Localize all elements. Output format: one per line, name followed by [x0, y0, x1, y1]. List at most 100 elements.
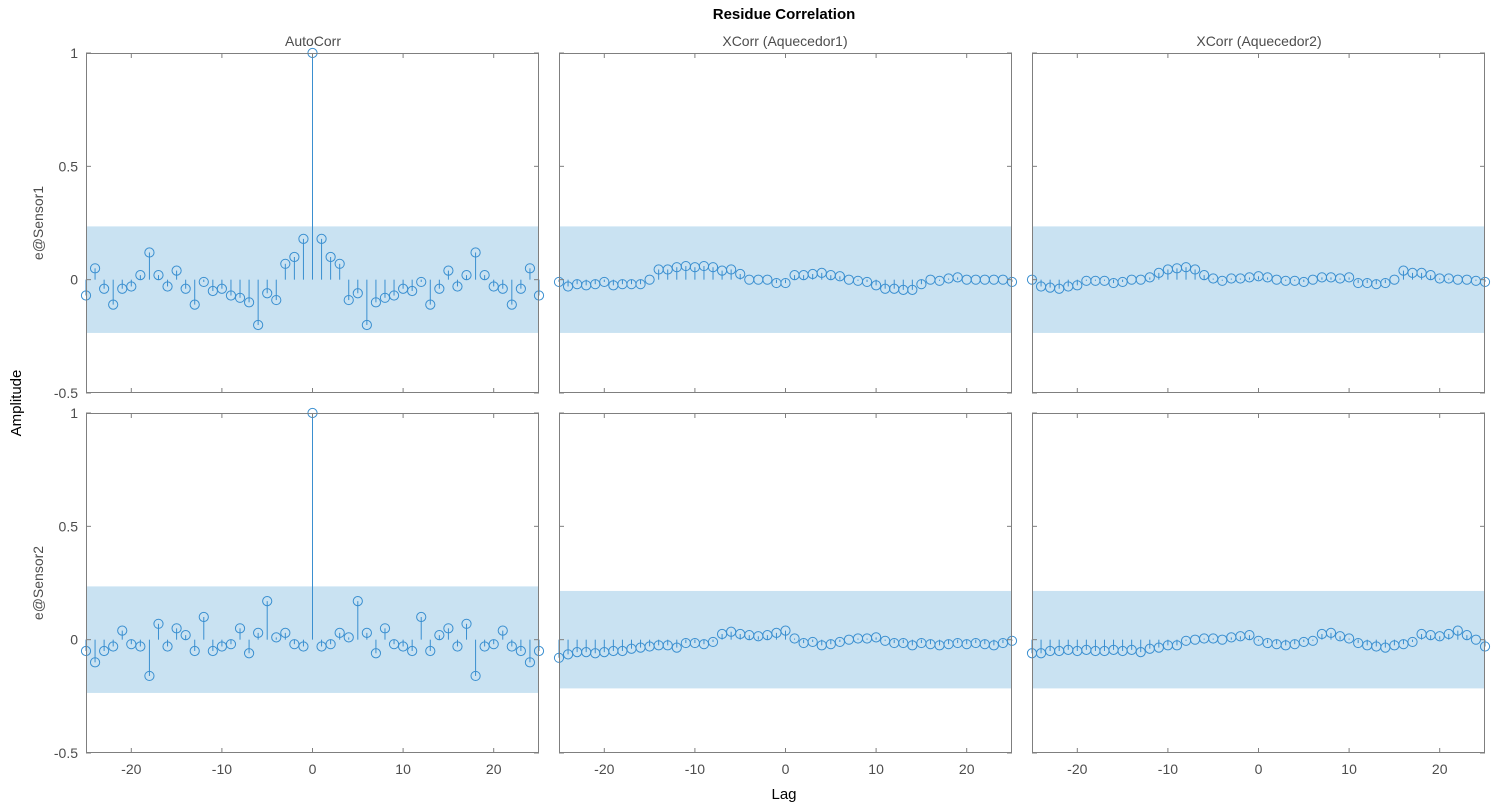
stem-marker: [370, 648, 382, 659]
panels-layer: -0.5 0 0.5 1 -20 -10 0 10 20 -0.5 0 0.5 1 -20 -10 0 10 20…: [54, 45, 1491, 777]
stem-marker: [506, 641, 517, 652]
stem-marker: [144, 247, 155, 258]
row-label-sensor2: e@Sensor2: [30, 546, 46, 620]
stem-marker: [325, 639, 336, 650]
stem-marker: [443, 623, 454, 634]
stem-marker: [497, 625, 508, 636]
stem-marker: [108, 299, 119, 310]
stem-marker: [262, 288, 273, 299]
stem-marker: [461, 618, 472, 629]
x-tick-label: 0: [782, 761, 790, 777]
stem-marker: [443, 265, 454, 276]
stem-marker: [361, 319, 372, 331]
stem-marker: [370, 297, 382, 308]
y-tick-label: 1: [70, 45, 78, 61]
stem-marker: [135, 270, 146, 281]
stem-marker: [635, 279, 646, 290]
stem-marker: [1344, 272, 1355, 283]
stem-marker: [298, 641, 309, 652]
column-title-xcorr-aquecedor1: XCorr (Aquecedor1): [722, 33, 847, 49]
stem-marker: [1325, 627, 1337, 638]
stem-marker: [916, 279, 927, 290]
stem-marker: [334, 258, 345, 269]
stem-marker: [461, 270, 472, 281]
stem-marker: [162, 641, 173, 652]
stem-marker: [316, 233, 327, 244]
stem-marker: [1443, 628, 1454, 640]
stem-marker: [343, 632, 354, 643]
x-tick-label: -20: [594, 761, 614, 777]
stem-marker: [1389, 274, 1400, 285]
stem-marker: [707, 262, 719, 273]
stem-marker: [144, 670, 155, 682]
stem-marker: [1344, 633, 1355, 644]
y-tick-label: 0.5: [59, 518, 79, 534]
x-tick-label: -10: [212, 761, 232, 777]
stem-marker: [361, 627, 372, 638]
stem-marker: [388, 290, 400, 301]
stem-marker: [425, 299, 436, 310]
stem-marker: [497, 283, 508, 294]
panel-r0-c2: [1026, 52, 1491, 394]
stem-marker: [271, 632, 282, 643]
stem-marker: [162, 281, 173, 292]
stem-marker: [1380, 277, 1391, 289]
stem-marker: [524, 657, 536, 668]
x-tick-label: 20: [1432, 761, 1448, 777]
x-tick-label: -10: [1158, 761, 1178, 777]
column-title-autocorr: AutoCorr: [285, 33, 341, 49]
x-axis-label: Lag: [771, 786, 796, 803]
stem-marker: [515, 645, 526, 657]
stem-marker: [1199, 270, 1210, 281]
stem-marker: [180, 283, 191, 294]
stem-marker: [216, 283, 227, 294]
stem-marker: [1189, 264, 1201, 275]
stem-marker: [189, 299, 200, 310]
y-tick-label: 0: [70, 272, 78, 288]
stem-marker: [289, 251, 300, 263]
stem-marker: [834, 271, 845, 282]
stem-marker: [488, 639, 499, 650]
stem-marker: [780, 277, 791, 289]
stem-marker: [153, 270, 164, 281]
stem-marker: [1171, 640, 1183, 651]
stem-marker: [234, 623, 246, 634]
stem-marker: [1452, 625, 1463, 636]
stem-marker: [262, 596, 273, 607]
y-tick-label: -0.5: [54, 745, 78, 761]
stem-marker: [807, 636, 818, 648]
stem-marker: [280, 258, 291, 269]
stem-marker: [352, 288, 363, 299]
x-tick-label: 10: [868, 761, 884, 777]
stem-marker: [271, 294, 282, 306]
stem-marker: [153, 618, 164, 629]
stem-marker: [379, 623, 391, 634]
x-tick-label: 10: [395, 761, 411, 777]
stem-marker: [1135, 647, 1146, 658]
plot-area: [1032, 53, 1485, 393]
stem-marker: [470, 247, 481, 258]
y-tick-label: 0.5: [59, 158, 79, 174]
stem-marker: [135, 641, 146, 652]
stem-marker: [907, 284, 918, 295]
x-tick-label: 10: [1341, 761, 1357, 777]
stem-marker: [325, 251, 336, 263]
stem-marker: [506, 299, 517, 310]
stem-marker: [479, 270, 490, 281]
stem-marker: [352, 596, 363, 607]
x-tick-label: -10: [685, 761, 705, 777]
row-label-sensor1: e@Sensor1: [30, 186, 46, 260]
stem-marker: [189, 645, 200, 657]
x-tick-label: -20: [121, 761, 141, 777]
stem-marker: [343, 294, 354, 306]
stem-marker: [243, 297, 255, 308]
stem-marker: [126, 281, 137, 292]
stem-marker: [1072, 280, 1083, 291]
stem-marker: [108, 641, 119, 652]
stem-marker: [298, 233, 309, 244]
stem-marker: [89, 263, 101, 274]
stem-marker: [334, 627, 345, 638]
stem-marker: [871, 280, 882, 291]
y-tick-label: -0.5: [54, 385, 78, 401]
